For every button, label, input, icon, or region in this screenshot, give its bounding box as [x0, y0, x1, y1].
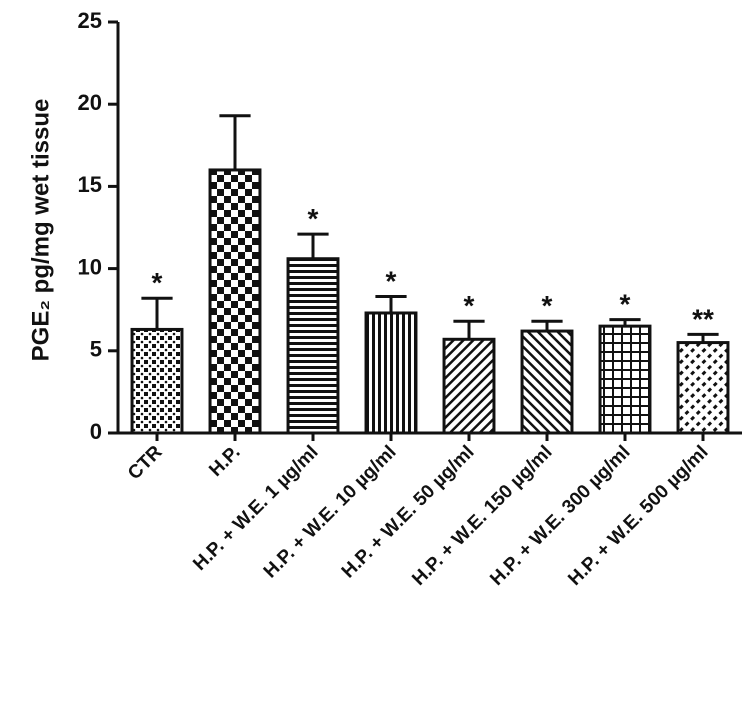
- y-tick-label: 20: [78, 90, 102, 115]
- bar: [130, 327, 184, 435]
- x-tick-label: H.P. + W.E. 500 µg/ml: [564, 442, 712, 590]
- significance-label: **: [692, 303, 714, 334]
- x-tick-label: H.P. + W.E. 10 µg/ml: [260, 442, 401, 583]
- bar: [286, 257, 340, 435]
- bar: [598, 324, 652, 435]
- bar: [442, 337, 496, 435]
- significance-label: *: [152, 267, 163, 298]
- bar: [208, 168, 262, 435]
- x-tick-label: H.P. + W.E. 50 µg/ml: [338, 442, 479, 583]
- y-tick-label: 15: [78, 172, 102, 197]
- x-tick-label: H.P. + W.E. 300 µg/ml: [486, 442, 634, 590]
- significance-label: *: [308, 203, 319, 234]
- x-tick-label: H.P.: [205, 442, 244, 481]
- significance-label: *: [542, 290, 553, 321]
- bar: [520, 329, 574, 435]
- y-tick-label: 25: [78, 8, 102, 33]
- y-tick-label: 10: [78, 254, 102, 279]
- y-tick-label: 0: [90, 419, 102, 444]
- significance-label: *: [386, 266, 397, 297]
- bar: [676, 341, 730, 435]
- x-tick-label: H.P. + W.E. 150 µg/ml: [408, 442, 556, 590]
- bar: [364, 311, 418, 435]
- y-tick-label: 5: [90, 337, 102, 362]
- significance-label: *: [464, 290, 475, 321]
- x-tick-label: CTR: [124, 441, 167, 484]
- significance-label: *: [620, 289, 631, 320]
- y-axis-label: PGE₂ pg/mg wet tissue: [27, 99, 54, 362]
